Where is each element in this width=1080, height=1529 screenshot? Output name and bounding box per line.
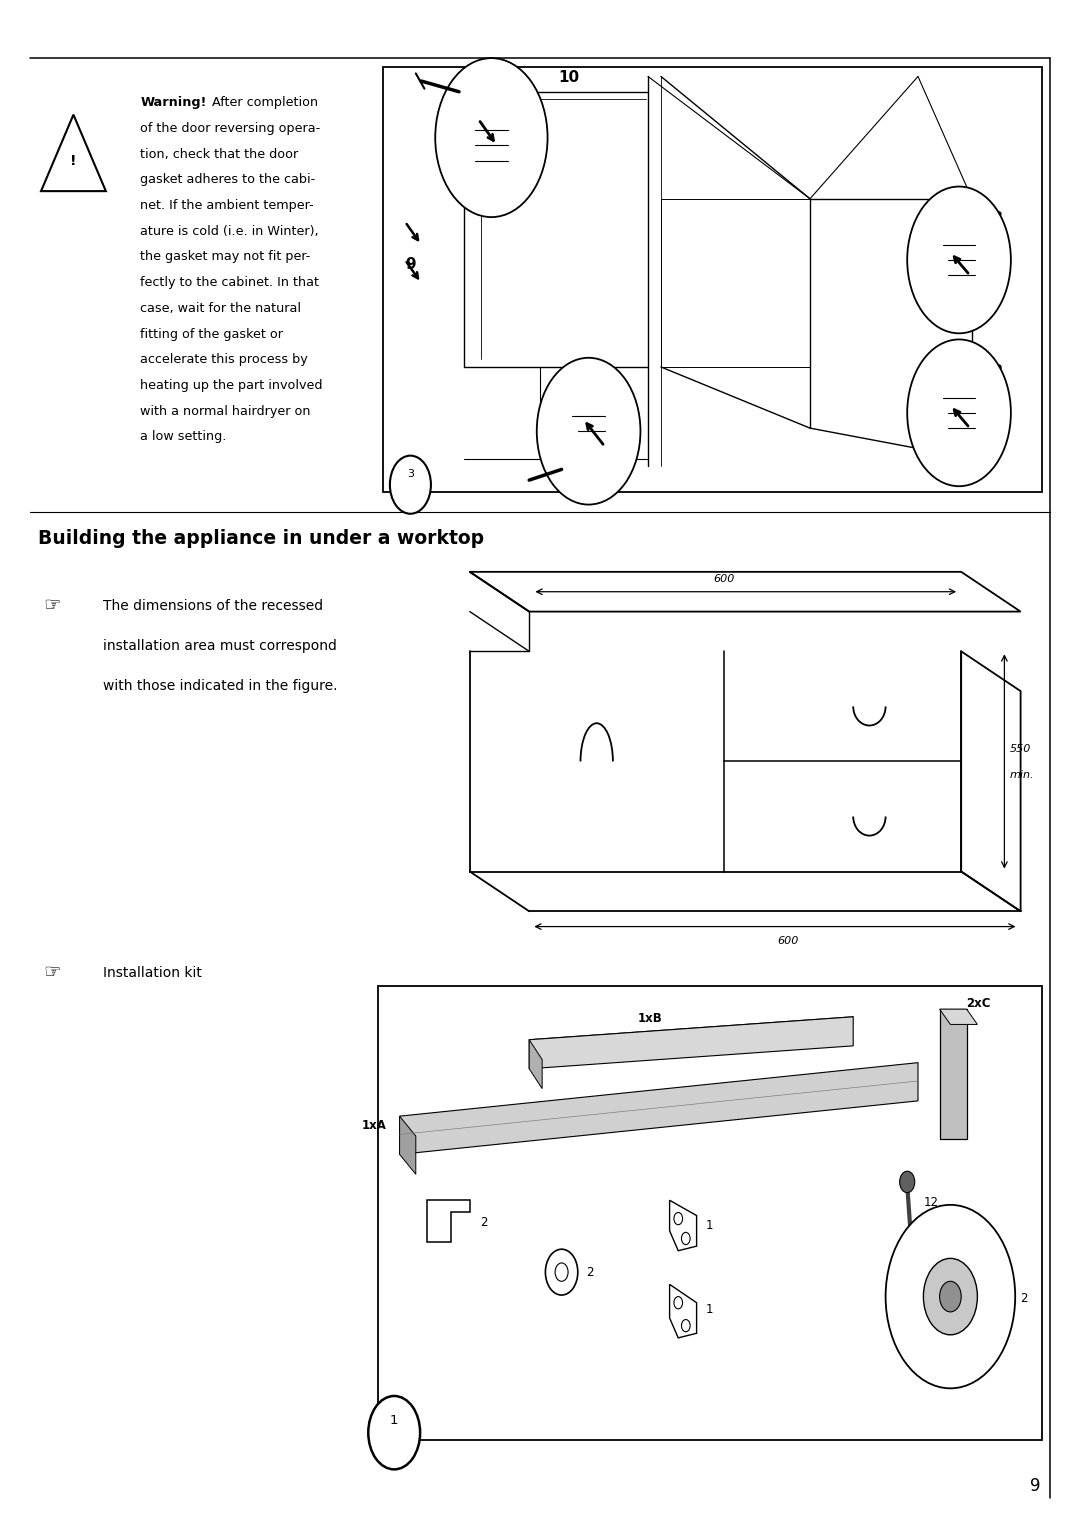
Polygon shape [529, 1017, 853, 1069]
Text: tion, check that the door: tion, check that the door [140, 148, 299, 161]
Text: a low setting.: a low setting. [140, 430, 227, 443]
Text: 3: 3 [407, 469, 414, 479]
Text: 1xA: 1xA [362, 1119, 387, 1133]
Polygon shape [940, 1009, 977, 1024]
Circle shape [907, 187, 1011, 333]
Text: 2: 2 [481, 1216, 488, 1229]
Text: 10: 10 [558, 70, 580, 86]
Polygon shape [400, 1116, 416, 1174]
Text: Warning!: Warning! [140, 96, 206, 110]
Circle shape [390, 456, 431, 514]
Text: of the door reversing opera-: of the door reversing opera- [140, 122, 321, 135]
Text: 12: 12 [983, 364, 1004, 379]
Polygon shape [400, 1063, 918, 1154]
Bar [383, 67, 1042, 492]
Text: net. If the ambient temper-: net. If the ambient temper- [140, 199, 314, 213]
Bar [378, 986, 1042, 1440]
Text: 9: 9 [405, 257, 416, 272]
Text: 9: 9 [1029, 1477, 1040, 1495]
Text: 2: 2 [586, 1266, 594, 1280]
Text: After completion: After completion [208, 96, 319, 110]
Text: heating up the part involved: heating up the part involved [140, 379, 323, 391]
Text: 1: 1 [705, 1219, 713, 1232]
Text: 2: 2 [1021, 1292, 1028, 1306]
Text: 1: 1 [390, 1414, 399, 1427]
Circle shape [900, 1171, 915, 1193]
Text: 600: 600 [778, 936, 799, 946]
Text: case, wait for the natural: case, wait for the natural [140, 301, 301, 315]
Circle shape [368, 1396, 420, 1469]
Text: 13: 13 [983, 211, 1004, 226]
Circle shape [923, 1258, 977, 1335]
Text: 11: 11 [602, 448, 622, 463]
Text: 1xB: 1xB [637, 1012, 662, 1026]
Text: fectly to the cabinet. In that: fectly to the cabinet. In that [140, 277, 320, 289]
Text: 550: 550 [1010, 745, 1031, 754]
Text: The dimensions of the recessed: The dimensions of the recessed [103, 599, 323, 613]
Text: 600: 600 [713, 573, 734, 584]
Text: Building the appliance in under a worktop: Building the appliance in under a workto… [38, 529, 484, 547]
Text: ature is cold (i.e. in Winter),: ature is cold (i.e. in Winter), [140, 225, 319, 239]
Text: min.: min. [1010, 771, 1035, 780]
Circle shape [940, 1281, 961, 1312]
Polygon shape [940, 1009, 967, 1139]
Text: ☞: ☞ [43, 596, 60, 615]
Text: 2xC: 2xC [967, 997, 991, 1011]
Text: fitting of the gasket or: fitting of the gasket or [140, 327, 283, 341]
Text: !: ! [70, 153, 77, 168]
Text: 1: 1 [705, 1303, 713, 1316]
Text: accelerate this process by: accelerate this process by [140, 353, 308, 367]
Circle shape [907, 339, 1011, 486]
Text: the gasket may not fit per-: the gasket may not fit per- [140, 251, 311, 263]
Text: Installation kit: Installation kit [103, 966, 202, 980]
Text: with those indicated in the figure.: with those indicated in the figure. [103, 679, 337, 693]
Text: with a normal hairdryer on: with a normal hairdryer on [140, 405, 311, 417]
Circle shape [886, 1205, 1015, 1388]
Text: ☞: ☞ [43, 963, 60, 982]
Text: 12: 12 [923, 1196, 939, 1209]
Circle shape [435, 58, 548, 217]
Polygon shape [529, 1040, 542, 1089]
Text: installation area must correspond: installation area must correspond [103, 639, 337, 653]
Text: gasket adheres to the cabi-: gasket adheres to the cabi- [140, 173, 315, 187]
Circle shape [537, 358, 640, 505]
